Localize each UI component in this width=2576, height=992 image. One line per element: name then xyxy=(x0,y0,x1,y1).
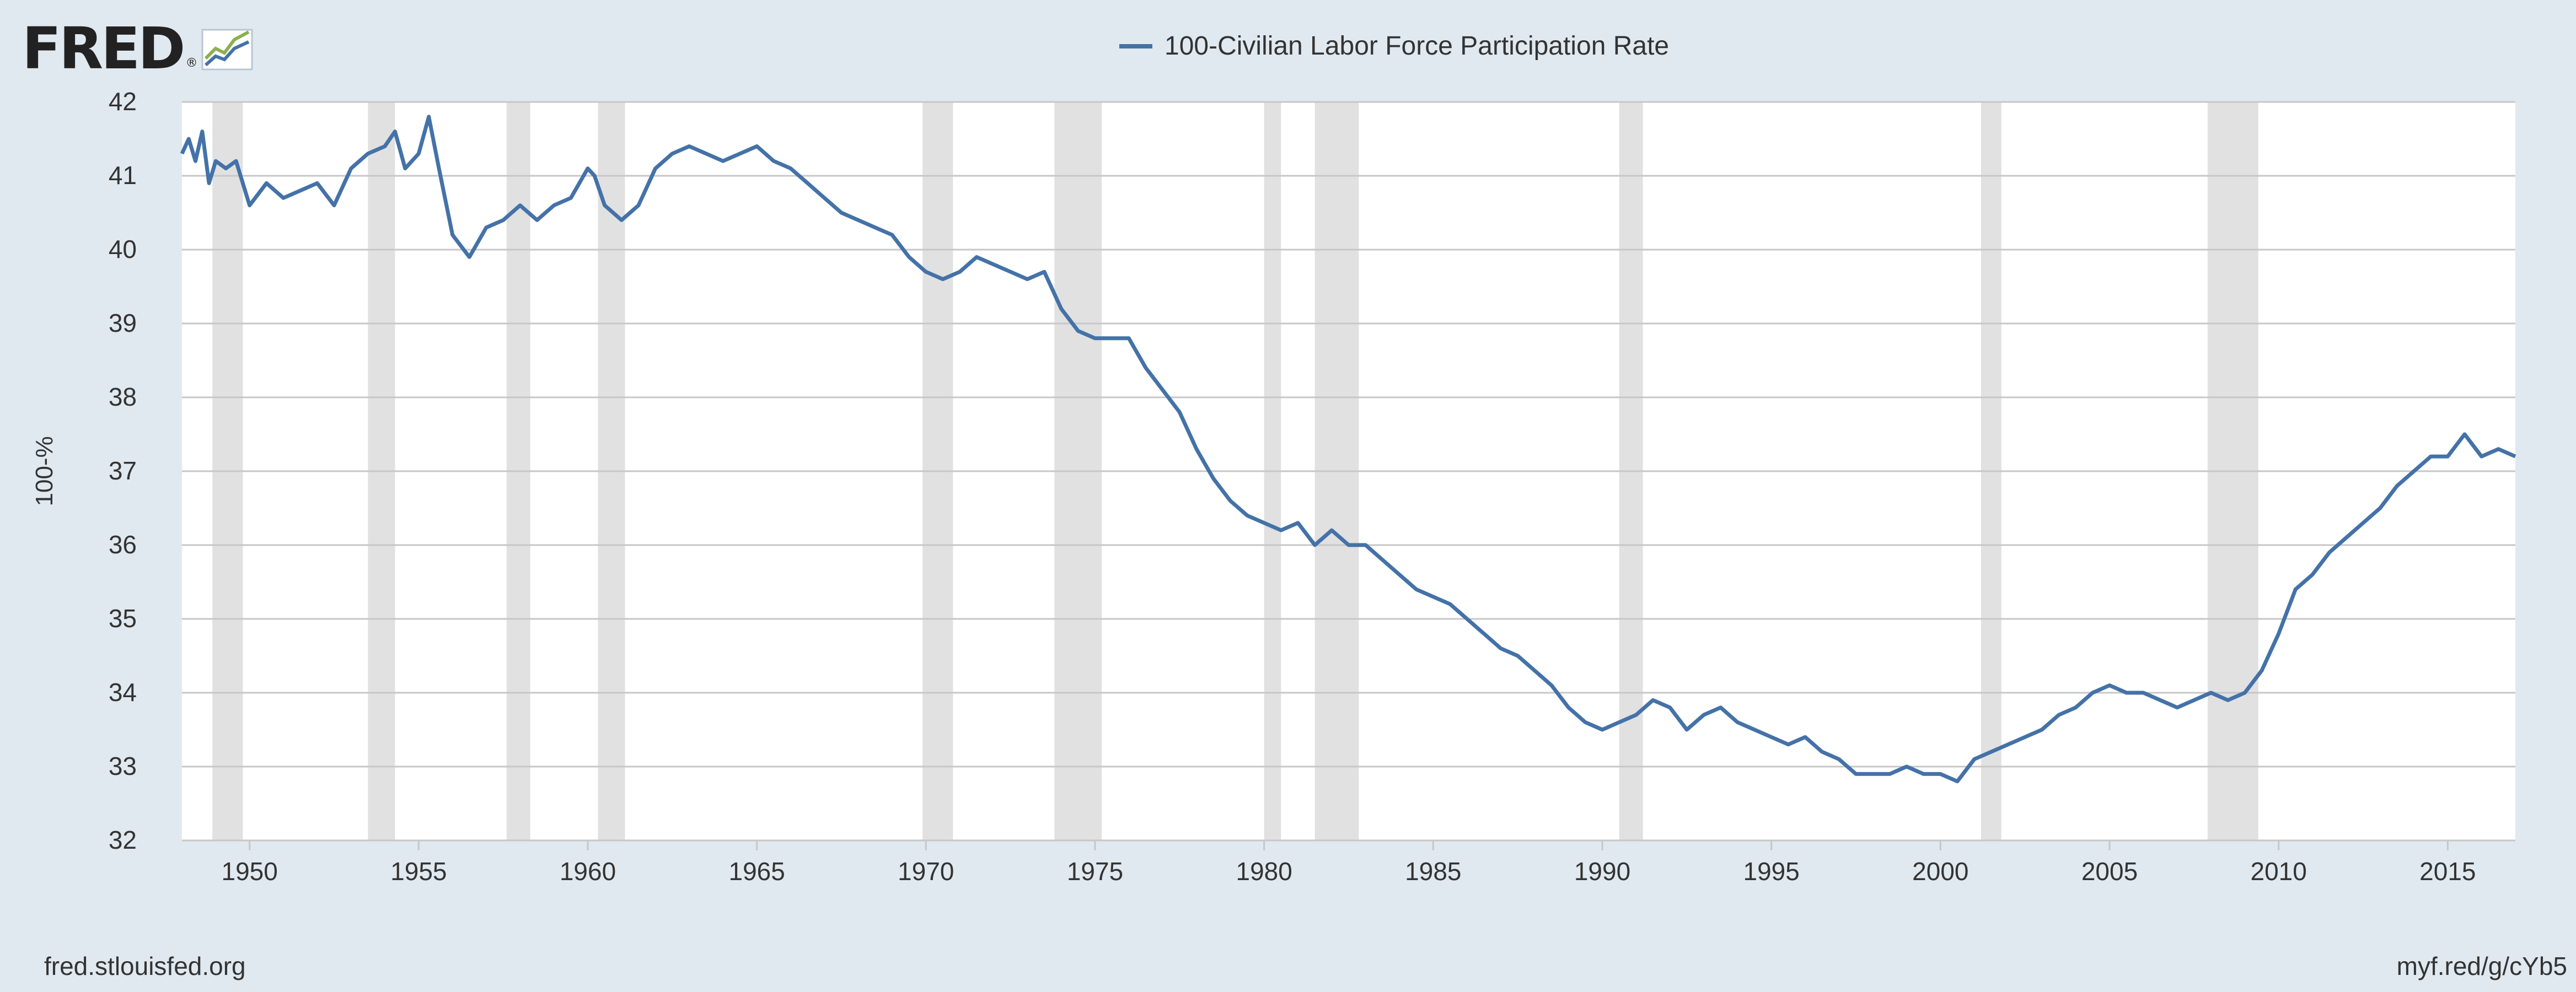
y-tick-label: 38 xyxy=(109,382,137,411)
series-line xyxy=(180,115,2516,784)
x-tick-label: 2000 xyxy=(1912,857,1968,886)
registered-mark: ® xyxy=(185,56,198,70)
x-axis-ticks: 1950 1955 1960 1965 1970 1975 1980 1985 1990 1995… xyxy=(221,840,2476,886)
legend[interactable]: 100-Civilian Labor Force Participation R… xyxy=(1119,31,1669,61)
y-tick-label: 41 xyxy=(109,161,137,190)
y-axis-label: 100-% xyxy=(31,436,58,506)
y-axis-ticks: 32 33 34 35 36 37 38 39 40 41 42 xyxy=(109,87,137,854)
legend-label: 100-Civilian Labor Force Participation R… xyxy=(1164,31,1669,61)
x-tick-label: 1970 xyxy=(898,857,954,886)
y-tick-label: 42 xyxy=(109,87,137,116)
source-url[interactable]: fred.stlouisfed.org xyxy=(44,952,246,980)
fred-logo: FRED ® xyxy=(22,20,254,77)
y-tick-label: 32 xyxy=(109,826,137,854)
y-tick-label: 36 xyxy=(109,530,137,559)
fred-chart-logo-icon xyxy=(201,24,254,73)
x-tick-label: 1980 xyxy=(1236,857,1292,886)
y-tick-label: 40 xyxy=(109,235,137,263)
y-tick-label: 33 xyxy=(109,752,137,780)
x-tick-label: 2005 xyxy=(2081,857,2138,886)
x-tick-label: 2015 xyxy=(2419,857,2476,886)
x-tick-label: 1990 xyxy=(1574,857,1630,886)
x-tick-label: 1965 xyxy=(728,857,785,886)
x-tick-label: 1960 xyxy=(560,857,616,886)
gridlines xyxy=(182,101,2515,842)
short-link[interactable]: myf.red/g/cYb5 xyxy=(2396,952,2567,980)
x-tick-label: 1975 xyxy=(1067,857,1123,886)
y-tick-label: 34 xyxy=(109,678,137,707)
x-tick-label: 1985 xyxy=(1405,857,1461,886)
x-tick-label: 1950 xyxy=(221,857,277,886)
x-tick-label: 1955 xyxy=(390,857,447,886)
y-tick-label: 37 xyxy=(109,456,137,485)
x-tick-label: 1995 xyxy=(1743,857,1799,886)
y-tick-label: 39 xyxy=(109,309,137,337)
x-tick-label: 2010 xyxy=(2250,857,2306,886)
fred-logo-text: FRED xyxy=(22,15,185,82)
y-tick-label: 35 xyxy=(109,604,137,633)
